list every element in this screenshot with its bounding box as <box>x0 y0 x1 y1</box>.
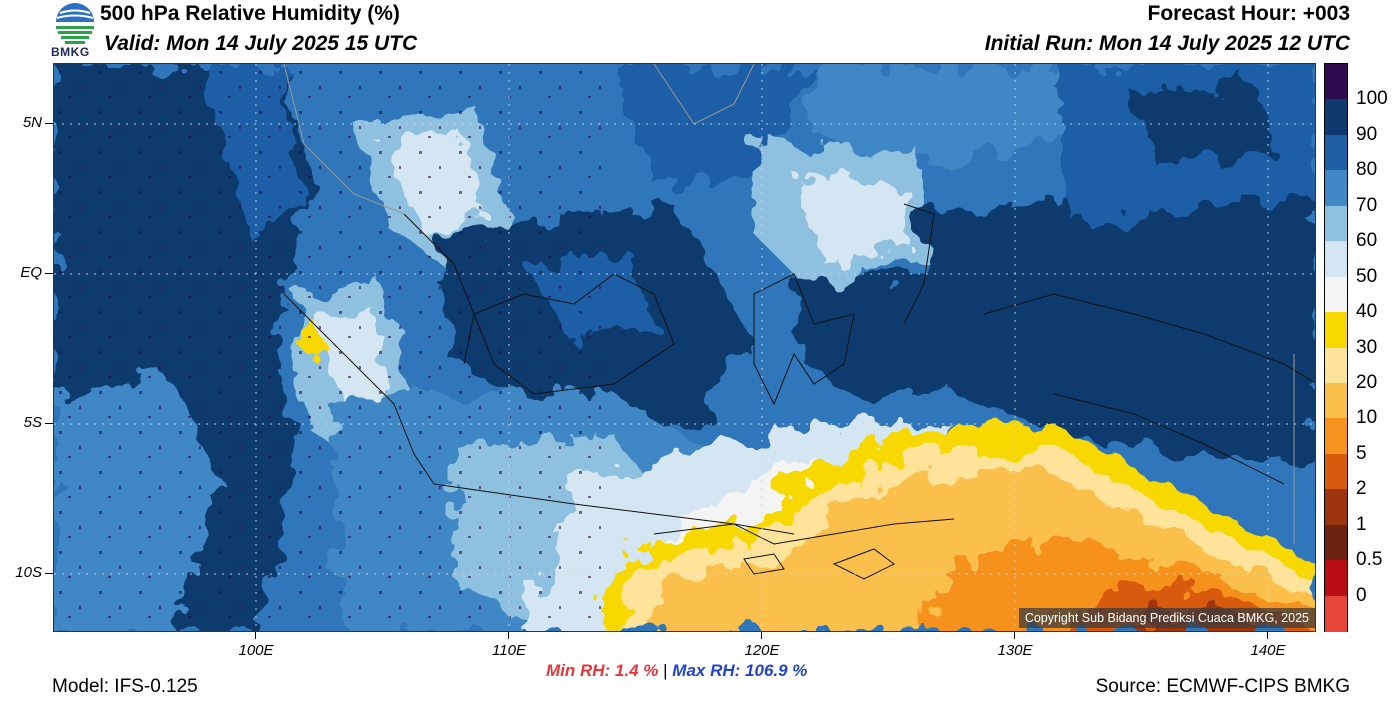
lat-tick <box>45 273 53 274</box>
lon-tick <box>508 632 509 639</box>
humidity-map <box>53 63 1316 632</box>
colorbar-segment <box>1325 134 1347 171</box>
colorbar-label: 80 <box>1356 159 1378 181</box>
forecast-hour: Forecast Hour: +003 <box>1147 2 1351 25</box>
lon-label-100e: 100E <box>238 642 274 659</box>
max-rh: Max RH: 106.9 % <box>672 661 808 680</box>
lat-tick <box>45 423 53 424</box>
lon-label-130e: 130E <box>997 642 1033 659</box>
colorbar-segment <box>1325 560 1347 597</box>
logo-text: BMKG <box>51 45 90 59</box>
colorbar-segment <box>1325 170 1347 207</box>
colorbar-segment <box>1325 453 1347 490</box>
bmkg-logo-icon <box>56 3 94 44</box>
colorbar-segment <box>1325 99 1347 136</box>
rh-stats: Min RH: 1.4 % | Max RH: 106.9 % <box>546 661 807 681</box>
map-title: 500 hPa Relative Humidity (%) <box>100 2 400 25</box>
colorbar-segment <box>1325 312 1347 348</box>
colorbar-label: 5 <box>1356 442 1367 464</box>
lon-tick <box>255 632 256 639</box>
colorbar-segment <box>1325 241 1347 278</box>
colorbar-label: 40 <box>1356 301 1378 323</box>
data-source: Source: ECMWF-CIPS BMKG <box>1095 676 1350 697</box>
colorbar-label: 70 <box>1356 194 1378 216</box>
colorbar-segment <box>1325 595 1347 632</box>
bmkg-logo: BMKG <box>50 0 100 62</box>
lon-label-140e: 140E <box>1250 642 1286 659</box>
colorbar-label: 0 <box>1356 584 1367 606</box>
lon-tick <box>1014 632 1015 639</box>
min-rh: Min RH: 1.4 % <box>546 661 659 680</box>
lat-tick <box>45 573 53 574</box>
colorbar-label: 90 <box>1356 123 1378 145</box>
coastlines <box>283 203 1315 580</box>
colorbar-segment <box>1325 382 1347 419</box>
colorbar-label: 20 <box>1356 371 1378 393</box>
colorbar <box>1324 63 1348 632</box>
colorbar-segment <box>1325 276 1347 313</box>
colorbar-label: 60 <box>1356 230 1378 252</box>
lon-label-110e: 110E <box>492 642 526 659</box>
colorbar-segment <box>1325 418 1347 455</box>
lat-label-eq: EQ <box>20 264 42 281</box>
lat-label-5s: 5S <box>23 414 42 431</box>
colorbar-label: 1 <box>1356 513 1367 535</box>
colorbar-segment <box>1325 489 1347 526</box>
lon-label-120e: 120E <box>744 642 780 659</box>
valid-time: Valid: Mon 14 July 2025 15 UTC <box>104 32 418 55</box>
colorbar-label: 0.5 <box>1356 549 1383 571</box>
colorbar-segment <box>1325 347 1347 384</box>
lat-label-5n: 5N <box>22 114 42 131</box>
colorbar-segment <box>1325 64 1347 100</box>
colorbar-label: 30 <box>1356 336 1378 358</box>
colorbar-label: 2 <box>1356 478 1367 500</box>
lon-tick <box>1267 632 1268 639</box>
colorbar-segment <box>1325 205 1347 242</box>
lat-tick <box>45 123 53 124</box>
colorbar-label: 50 <box>1356 265 1378 287</box>
stats-separator: | <box>663 661 668 680</box>
initial-run: Initial Run: Mon 14 July 2025 12 UTC <box>984 32 1350 55</box>
lon-tick <box>761 632 762 639</box>
copyright-notice: Copyright Sub Bidang Prediksi Cuaca BMKG… <box>1018 608 1315 628</box>
humidity-field <box>54 64 1315 631</box>
colorbar-label: 10 <box>1356 407 1378 429</box>
colorbar-label: 100 <box>1356 88 1388 110</box>
colorbar-segment <box>1325 524 1347 561</box>
model-name: Model: IFS-0.125 <box>52 676 198 697</box>
lat-label-10s: 10S <box>15 564 42 581</box>
